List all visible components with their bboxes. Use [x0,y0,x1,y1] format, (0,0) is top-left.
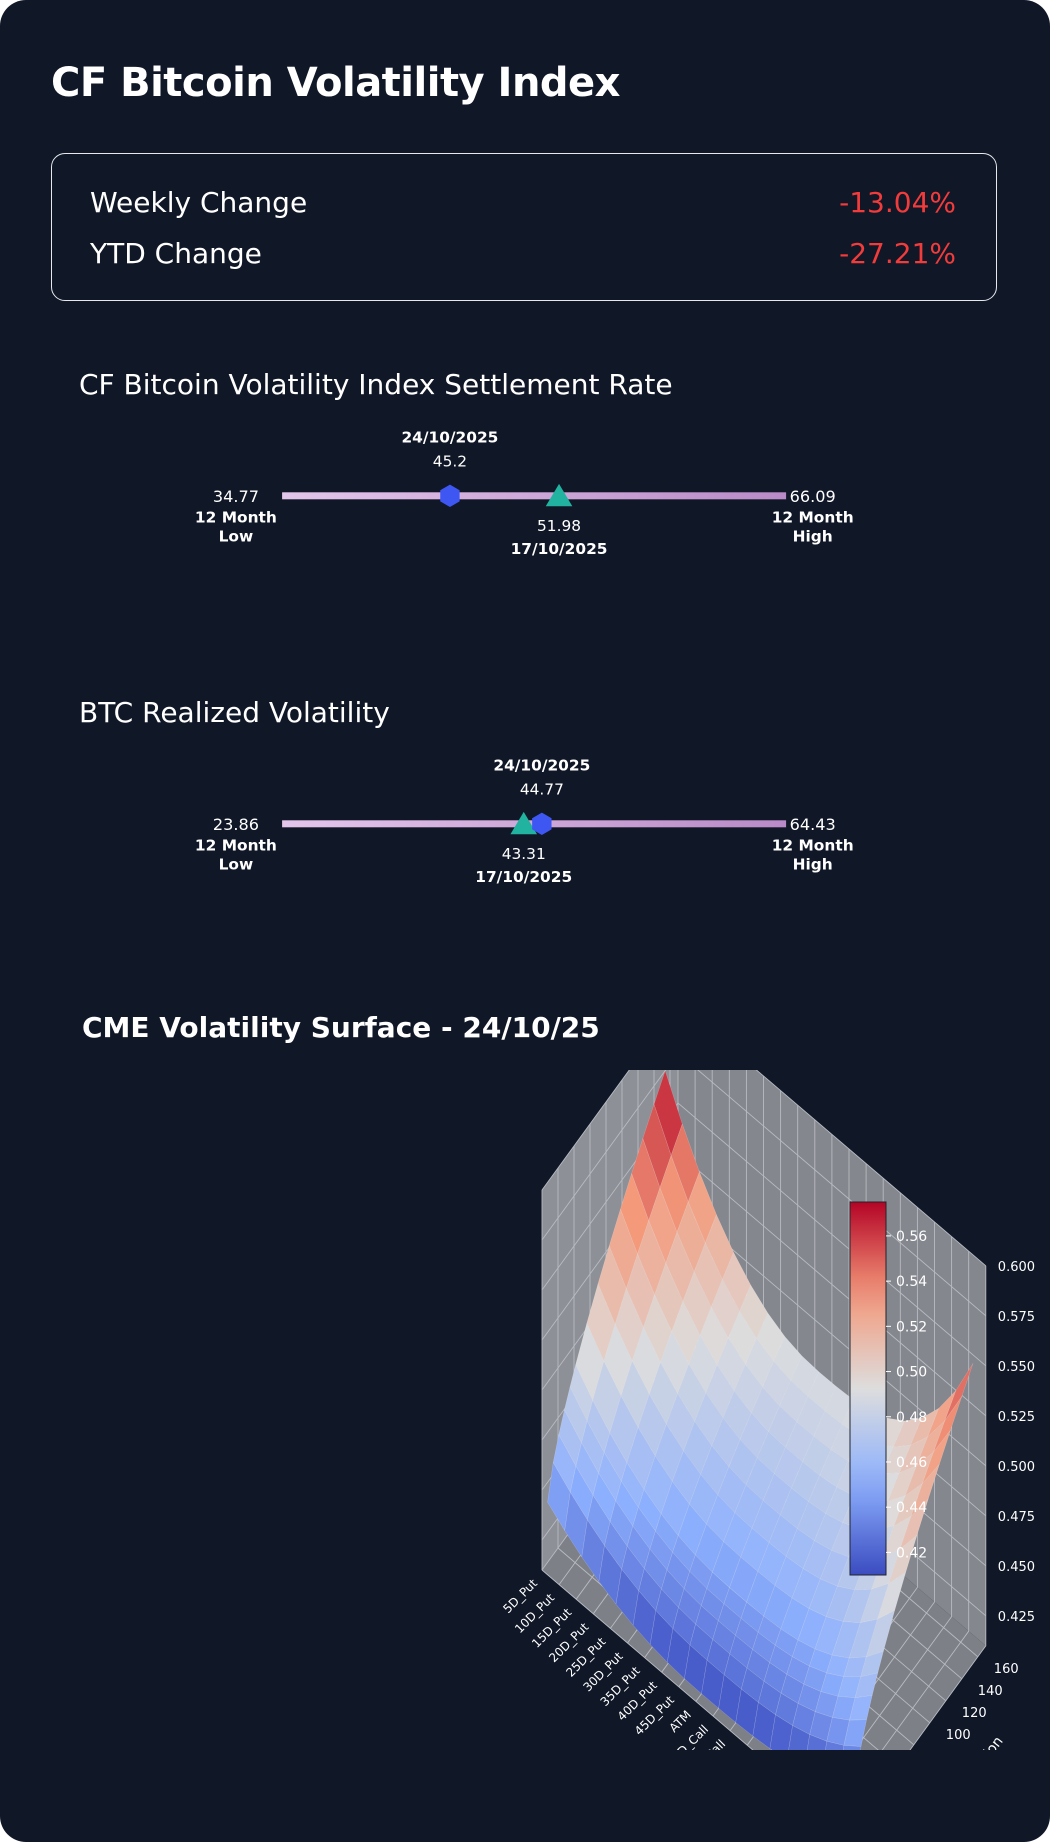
previous-marker-triangle [510,811,538,835]
grid-line [909,1265,987,1750]
surface-cell [933,1396,963,1453]
weekly-change-value: -13.04% [839,186,956,219]
colorbar-tick-label: 0.56 [896,1229,927,1245]
previous-date: 17/10/2025 [475,868,572,886]
range-low-label-line2: Low [219,527,254,545]
y-tick-label: 160 [994,1662,1019,1677]
x-tick-label: ATM [666,1708,694,1736]
colorbar-tick-label: 0.42 [896,1545,927,1561]
current-marker-hexagon [532,812,552,835]
colorbar-tick-label: 0.46 [896,1455,927,1471]
previous-value: 51.98 [537,517,581,535]
surface-cell [899,1498,929,1551]
range-low-label-line2: Low [219,855,254,873]
previous-value: 43.31 [502,845,546,863]
range-low-label-line1: 12 Month [195,508,277,526]
colorbar-tick-label: 0.54 [896,1274,927,1290]
ytd-change-row: YTD Change -27.21% [90,237,956,277]
z-tick-label: 0.525 [998,1410,1035,1425]
current-value: 44.77 [520,780,564,798]
range-low-label-line1: 12 Month [195,836,277,854]
range-low-value: 34.77 [213,487,259,506]
settlement-rate-title: CF Bitcoin Volatility Index Settlement R… [79,368,673,401]
surface-cell [877,1571,907,1620]
current-value: 45.2 [433,452,467,470]
change-summary-box: Weekly Change -13.04% YTD Change -27.21% [51,153,997,301]
range-high-label-line2: High [793,527,833,545]
colorbar-tick-label: 0.44 [896,1500,927,1516]
colorbar-tick-label: 0.52 [896,1319,927,1335]
previous-marker-triangle [545,483,573,507]
z-tick-label: 0.550 [998,1360,1035,1375]
z-tick-label: 0.425 [998,1610,1035,1625]
colorbar-tick-label: 0.50 [896,1365,927,1381]
surface-title: CME Volatility Surface - 24/10/25 [82,1011,600,1044]
page-title: CF Bitcoin Volatility Index [51,60,620,106]
z-tick-label: 0.575 [998,1310,1035,1325]
colorbar-tick-label: 0.48 [896,1410,927,1426]
range-track [282,492,787,500]
z-tick-label: 0.500 [998,1460,1035,1475]
colorbar [849,1201,887,1576]
ytd-change-value: -27.21% [839,237,956,270]
z-tick-label: 0.450 [998,1560,1035,1575]
y-tick-label: 100 [946,1728,971,1743]
z-tick-label: 0.600 [998,1260,1035,1275]
range-low-value: 23.86 [213,815,259,834]
surface-cell [865,1610,895,1658]
range-high-label-line1: 12 Month [772,508,854,526]
current-marker-hexagon [440,484,460,507]
current-date: 24/10/2025 [493,758,590,775]
range-high-value: 66.09 [790,487,836,506]
weekly-change-row: Weekly Change -13.04% [90,186,956,226]
range-high-label-line2: High [793,855,833,873]
surface-cell [842,1745,862,1750]
range-high-value: 64.43 [790,815,836,834]
surface-cell [910,1464,940,1517]
surface-cell [944,1363,974,1422]
y-tick-label: 120 [962,1706,987,1721]
previous-date: 17/10/2025 [511,540,608,558]
surface-cell [860,1651,884,1678]
weekly-change-label: Weekly Change [90,186,308,219]
grid-line [541,1070,987,1267]
volatility-surface-chart: 5D_Put10D_Put15D_Put20D_Put25D_Put30D_Pu… [500,1070,1035,1750]
range-high-label-line1: 12 Month [772,836,854,854]
current-date: 24/10/2025 [401,430,498,447]
grid-line [881,1251,970,1750]
realized-volatility-title: BTC Realized Volatility [79,696,390,729]
surface-cell [849,1695,873,1721]
surface-cell [888,1534,918,1585]
ytd-change-label: YTD Change [90,237,262,270]
y-tick-label: 140 [978,1684,1003,1699]
z-tick-label: 0.475 [998,1510,1035,1525]
